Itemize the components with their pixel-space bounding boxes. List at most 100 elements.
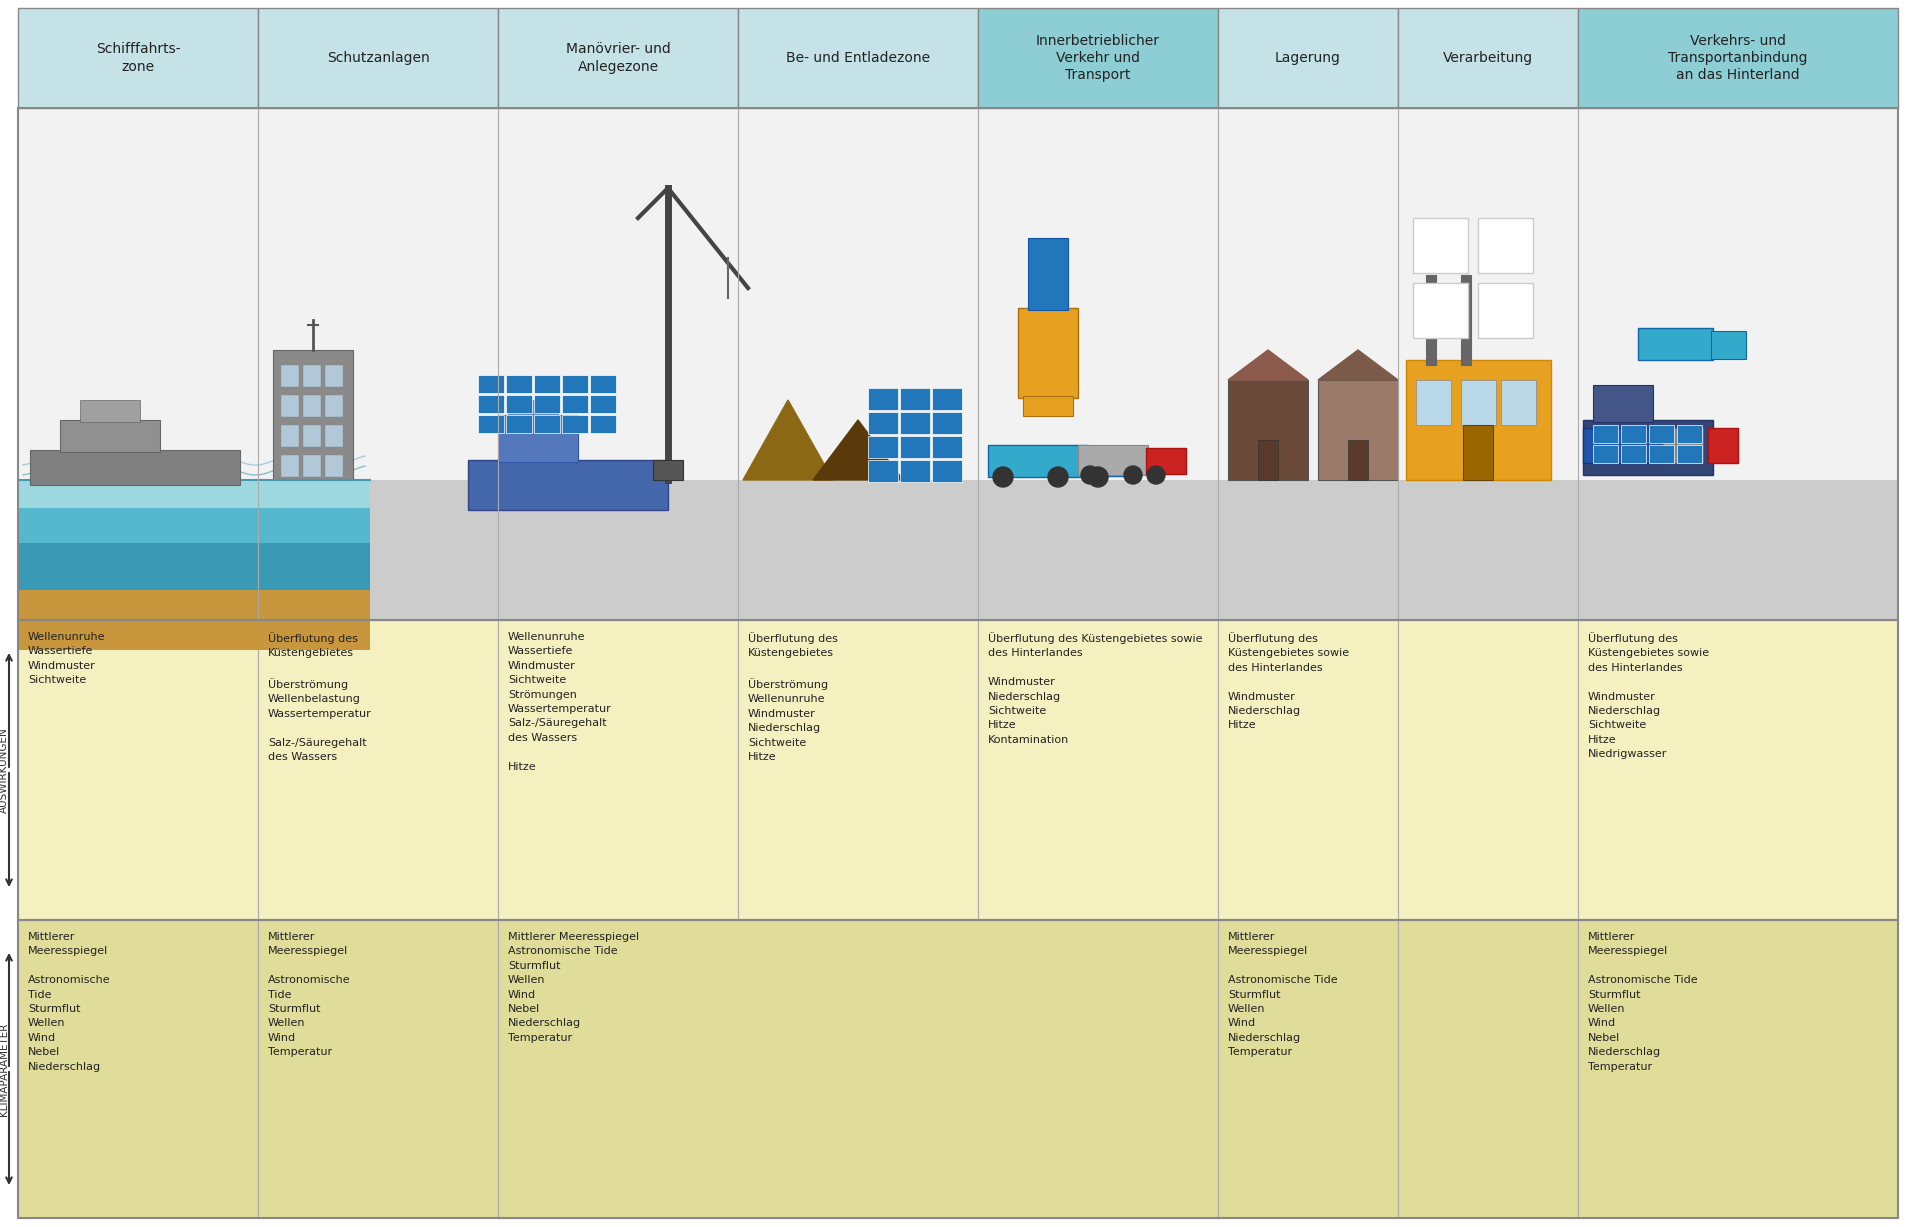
Bar bbox=[1578, 920, 1899, 1218]
Bar bbox=[534, 375, 561, 393]
Bar bbox=[17, 108, 1899, 620]
Bar bbox=[1649, 425, 1674, 443]
Bar bbox=[589, 415, 616, 433]
Bar bbox=[507, 415, 532, 433]
Bar bbox=[1594, 445, 1619, 463]
Bar bbox=[324, 395, 344, 417]
Bar bbox=[1027, 238, 1068, 310]
Bar bbox=[1023, 396, 1073, 416]
Bar bbox=[563, 375, 588, 393]
Bar bbox=[1077, 445, 1148, 475]
Bar bbox=[589, 375, 616, 393]
Bar bbox=[1317, 380, 1398, 480]
Bar bbox=[737, 920, 977, 1218]
Bar bbox=[900, 388, 929, 410]
Bar bbox=[931, 412, 962, 434]
Bar bbox=[17, 480, 371, 544]
Bar bbox=[17, 620, 1899, 920]
Text: Lagerung: Lagerung bbox=[1275, 52, 1340, 65]
Bar bbox=[280, 425, 300, 447]
Bar bbox=[1620, 425, 1645, 443]
Bar bbox=[1087, 450, 1131, 476]
Bar bbox=[1578, 9, 1899, 108]
Circle shape bbox=[1146, 466, 1165, 483]
Bar bbox=[1229, 380, 1308, 480]
Bar bbox=[1413, 283, 1469, 337]
Bar bbox=[324, 455, 344, 477]
Bar bbox=[17, 590, 371, 650]
Bar bbox=[1463, 425, 1494, 480]
Bar bbox=[257, 9, 497, 108]
Bar bbox=[977, 920, 1217, 1218]
Bar bbox=[1348, 440, 1367, 480]
Bar bbox=[324, 364, 344, 387]
Bar bbox=[31, 450, 240, 485]
Bar bbox=[1478, 218, 1532, 272]
Text: Überflutung des
Küstengebietes sowie
des Hinterlandes

Windmuster
Niederschlag
H: Überflutung des Küstengebietes sowie des… bbox=[1229, 632, 1350, 730]
Bar bbox=[1413, 218, 1469, 272]
Bar bbox=[1398, 9, 1578, 108]
Text: Verarbeitung: Verarbeitung bbox=[1444, 52, 1532, 65]
Bar bbox=[497, 920, 1217, 1218]
Bar bbox=[1461, 380, 1496, 425]
Bar bbox=[1217, 9, 1398, 108]
Text: Verkehrs- und
Transportanbindung
an das Hinterland: Verkehrs- und Transportanbindung an das … bbox=[1668, 33, 1809, 82]
Bar bbox=[1398, 920, 1578, 1218]
Bar bbox=[900, 436, 929, 458]
Bar bbox=[1578, 620, 1899, 920]
Bar bbox=[509, 400, 559, 417]
Bar bbox=[989, 445, 1089, 477]
Circle shape bbox=[1048, 467, 1068, 487]
Bar bbox=[868, 388, 899, 410]
Bar bbox=[1146, 448, 1187, 474]
Bar bbox=[1478, 283, 1532, 337]
Bar bbox=[17, 9, 257, 108]
Text: Mittlerer
Meeresspiegel

Astronomische
Tide
Sturmflut
Wellen
Wind
Nebel
Niedersc: Mittlerer Meeresspiegel Astronomische Ti… bbox=[29, 933, 111, 1071]
Bar bbox=[60, 420, 159, 452]
Bar bbox=[868, 460, 899, 482]
Bar bbox=[1594, 385, 1653, 422]
Bar bbox=[1217, 920, 1398, 1218]
Bar bbox=[653, 460, 684, 480]
Circle shape bbox=[993, 467, 1014, 487]
Polygon shape bbox=[743, 400, 833, 480]
Bar bbox=[273, 350, 353, 480]
Bar bbox=[931, 388, 962, 410]
Bar bbox=[497, 415, 578, 463]
Bar bbox=[17, 480, 371, 508]
Polygon shape bbox=[812, 420, 902, 480]
Bar bbox=[478, 375, 503, 393]
Bar bbox=[1582, 420, 1713, 475]
Bar bbox=[563, 415, 588, 433]
Bar bbox=[497, 9, 737, 108]
Text: Wellenunruhe
Wassertiefe
Windmuster
Sichtweite: Wellenunruhe Wassertiefe Windmuster Sich… bbox=[29, 632, 106, 685]
Bar bbox=[931, 460, 962, 482]
Bar bbox=[534, 415, 561, 433]
Text: Be- und Entladezone: Be- und Entladezone bbox=[785, 52, 929, 65]
Polygon shape bbox=[1317, 350, 1398, 380]
Text: Innerbetrieblicher
Verkehr und
Transport: Innerbetrieblicher Verkehr und Transport bbox=[1037, 33, 1160, 82]
Bar bbox=[303, 364, 321, 387]
Bar bbox=[1676, 445, 1701, 463]
Bar bbox=[868, 436, 899, 458]
Text: AUSWIRKUNGEN: AUSWIRKUNGEN bbox=[0, 728, 10, 812]
Bar bbox=[1709, 428, 1738, 463]
Bar bbox=[324, 425, 344, 447]
Text: Mittlerer
Meeresspiegel

Astronomische Tide
Sturmflut
Wellen
Wind
Niederschlag
T: Mittlerer Meeresspiegel Astronomische Ti… bbox=[1229, 933, 1338, 1058]
Bar bbox=[1018, 308, 1077, 398]
Bar bbox=[589, 395, 616, 413]
Bar bbox=[280, 455, 300, 477]
Bar bbox=[303, 455, 321, 477]
Bar bbox=[1398, 620, 1578, 920]
Circle shape bbox=[1081, 466, 1098, 483]
Bar bbox=[1582, 428, 1659, 463]
Circle shape bbox=[1123, 466, 1142, 483]
Bar bbox=[497, 920, 737, 1218]
Bar bbox=[977, 620, 1217, 920]
Bar bbox=[737, 9, 977, 108]
Text: Überflutung des Küstengebietes sowie
des Hinterlandes

Windmuster
Niederschlag
S: Überflutung des Küstengebietes sowie des… bbox=[989, 632, 1202, 745]
Bar bbox=[1217, 620, 1398, 920]
Bar bbox=[1417, 380, 1452, 425]
Bar bbox=[737, 620, 977, 920]
Bar bbox=[900, 412, 929, 434]
